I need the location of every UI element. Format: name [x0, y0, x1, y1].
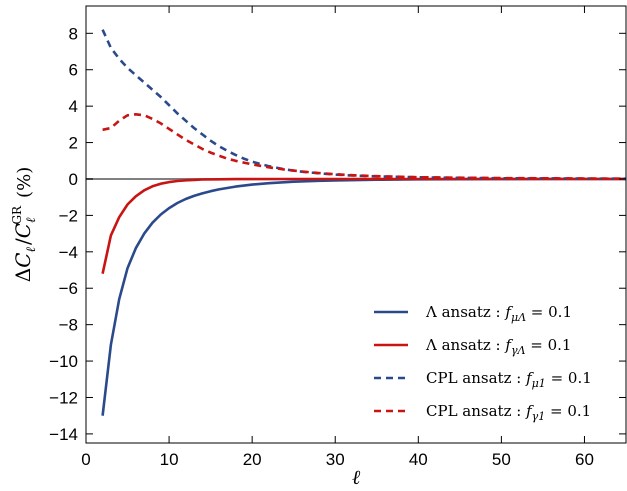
- y-label-delta: Δ: [11, 268, 35, 282]
- legend: Λ ansatz : fμΛ = 0.1 Λ ansatz : fγΛ = 0.1…: [374, 303, 592, 423]
- y-tick-label: −8: [59, 316, 78, 335]
- y-tick-label: 4: [69, 97, 78, 116]
- y-axis-ticks: 8 6 4 2 0 −2 −4 −6 −8 −10 −12 −14: [49, 24, 626, 444]
- y-label-slash: /: [11, 238, 35, 245]
- y-tick-label: 0: [69, 170, 78, 189]
- x-tick-label: 40: [409, 450, 428, 469]
- plot-area: [85, 5, 627, 444]
- y-tick-label: −4: [59, 243, 78, 262]
- x-tick-label: 20: [243, 450, 262, 469]
- y-tick-label: −14: [49, 425, 78, 444]
- series-line-4: [102, 113, 627, 180]
- series-line-3: [101, 29, 627, 180]
- x-axis-ticks: 0 10 20 30 40 50 60: [81, 6, 594, 469]
- x-tick-label: 60: [575, 450, 594, 469]
- legend-label-3: CPL ansatz : fμ1 = 0.1: [426, 369, 592, 390]
- x-tick-label: 10: [160, 450, 179, 469]
- x-axis-label: ℓ: [352, 465, 361, 489]
- series-line-2: [101, 177, 626, 274]
- legend-label-4: CPL ansatz : fγ1 = 0.1: [426, 402, 591, 423]
- y-label-sub2: ℓ: [24, 217, 39, 223]
- y-label-sub1: ℓ: [24, 246, 39, 252]
- y-tick-label: 8: [69, 24, 78, 43]
- y-label-sup2: GR: [10, 205, 24, 225]
- y-axis-label: ΔCℓ/CℓGR(%): [10, 167, 39, 282]
- x-tick-label: 0: [81, 450, 90, 469]
- y-tick-label: −12: [49, 388, 78, 407]
- legend-label-2: Λ ansatz : fγΛ = 0.1: [425, 336, 571, 357]
- svg-text:ΔCℓ/CℓGR(%): ΔCℓ/CℓGR(%): [10, 167, 39, 282]
- x-tick-label: 30: [326, 450, 345, 469]
- y-tick-label: −2: [59, 206, 78, 225]
- y-label-c1: C: [11, 252, 35, 267]
- y-tick-label: 2: [69, 134, 78, 153]
- y-tick-label: −6: [59, 279, 78, 298]
- legend-label-1: Λ ansatz : fμΛ = 0.1: [425, 303, 572, 324]
- y-label-c2: C: [11, 223, 35, 238]
- x-tick-label: 50: [492, 450, 511, 469]
- axes-frame: [85, 5, 627, 444]
- y-tick-label: 6: [69, 61, 78, 80]
- y-tick-label: −10: [49, 352, 78, 371]
- y-label-unit: (%): [14, 167, 35, 198]
- series-layer: [101, 29, 627, 416]
